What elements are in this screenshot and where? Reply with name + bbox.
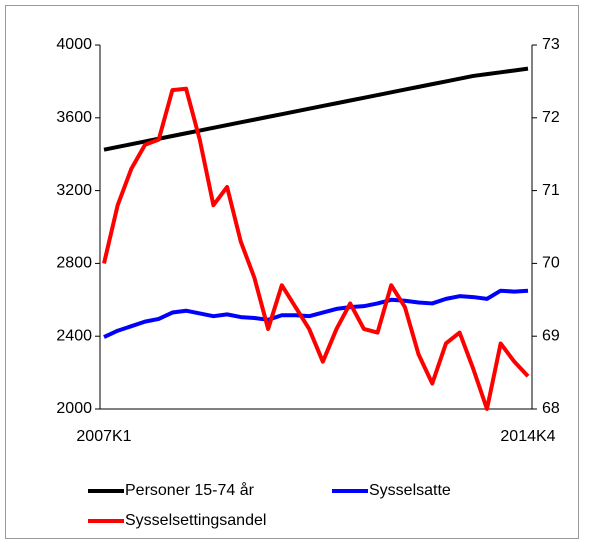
- y-tick-label: 3200: [56, 182, 92, 199]
- x-tick-label: 2007K1: [76, 428, 131, 445]
- y-tick-label: 4000: [56, 36, 92, 53]
- y2-tick-label: 68: [542, 400, 560, 417]
- y-tick-label: 3600: [56, 109, 92, 126]
- y2-tick-label: 72: [542, 109, 560, 126]
- legend-label: Sysselsatte: [369, 482, 451, 499]
- series-line: [102, 86, 530, 411]
- y2-tick-label: 71: [542, 182, 560, 199]
- frame: [5, 5, 579, 539]
- y2-tick-label: 70: [542, 255, 560, 272]
- y-tick-label: 2000: [56, 400, 92, 417]
- y-tick-label: 2400: [56, 327, 92, 344]
- legend-label: Sysselsettingsandel: [125, 512, 266, 529]
- legend-label: Personer 15-74 år: [125, 481, 255, 499]
- series-line: [103, 288, 529, 339]
- y2-tick-label: 69: [542, 327, 560, 344]
- x-tick-label: 2014K4: [500, 428, 555, 445]
- y-tick-label: 2800: [56, 255, 92, 272]
- series-line: [103, 66, 529, 152]
- y2-tick-label: 73: [542, 36, 560, 53]
